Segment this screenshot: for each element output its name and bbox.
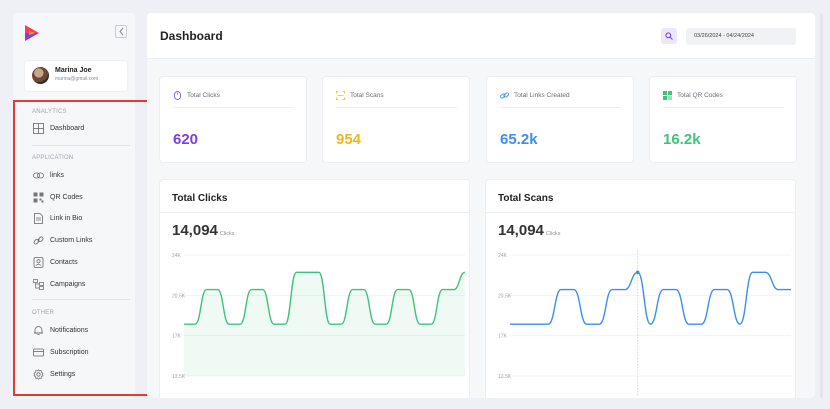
sidebar-item-dashboard[interactable]: Dashboard xyxy=(33,122,84,134)
sidebar-item-label: Subscription xyxy=(50,348,89,356)
chart-card-total-clicks: Total Clicks 14,094 Clicks 24K 20.5K 17K 13.… xyxy=(159,179,470,398)
date-range-picker[interactable]: 03/26/2024 - 04/24/2024 xyxy=(686,28,796,45)
profile-name: Marina Joe xyxy=(55,67,92,74)
y-tick-label: 24K xyxy=(172,253,182,259)
main-content: Dashboard 03/26/2024 - 04/24/2024 Total … xyxy=(147,13,815,398)
y-tick-label: 13.5K xyxy=(498,374,512,380)
section-label-other: OTHER xyxy=(32,310,54,316)
sidebar-item-label: Custom Links xyxy=(50,236,93,244)
avatar xyxy=(32,67,49,84)
divider xyxy=(486,212,795,213)
sidebar-item-campaigns[interactable]: Campaigns xyxy=(33,278,85,290)
divider xyxy=(173,107,294,108)
stat-card-total-links-created: Total Links Created 65.2k xyxy=(486,76,634,163)
divider xyxy=(336,107,457,108)
series-line xyxy=(183,271,466,325)
divider xyxy=(500,107,621,108)
divider xyxy=(160,212,469,213)
series-line xyxy=(509,271,791,325)
sidebar: Marina Joe marina@gmail.com ANALYTICS Da… xyxy=(13,13,135,398)
sidebar-collapse-button[interactable] xyxy=(115,25,127,38)
total-scans-chart[interactable]: 24K 20.5K 17K 13.5K xyxy=(486,250,797,398)
y-tick-label: 24K xyxy=(498,253,508,259)
brand-logo-icon[interactable] xyxy=(25,25,39,41)
chart-title: Total Scans xyxy=(498,193,554,204)
stat-value: 16.2k xyxy=(663,131,701,148)
sidebar-item-subscription[interactable]: Subscription xyxy=(33,346,89,358)
sidebar-item-label: Settings xyxy=(50,370,76,378)
stat-label: Total Links Created xyxy=(514,92,570,99)
sidebar-item-contacts[interactable]: Contacts xyxy=(33,256,78,268)
divider xyxy=(32,299,130,300)
stat-value: 65.2k xyxy=(500,131,538,148)
contact-icon xyxy=(33,256,44,268)
hover-point xyxy=(635,270,640,275)
top-bar: Dashboard 03/26/2024 - 04/24/2024 xyxy=(147,13,815,59)
chart-total-value: 14,094 xyxy=(172,222,218,239)
link-icon xyxy=(33,172,44,178)
chart-total: 14,094 Clicks xyxy=(498,222,561,239)
user-profile-card[interactable]: Marina Joe marina@gmail.com xyxy=(25,61,127,91)
section-label-application: APPLICATION xyxy=(32,155,74,161)
scan-icon xyxy=(336,91,345,100)
sidebar-item-links[interactable]: links xyxy=(33,169,64,181)
sidebar-item-label: Dashboard xyxy=(50,124,85,132)
stat-card-total-scans: Total Scans 954 xyxy=(322,76,470,163)
stat-label: Total QR Codes xyxy=(677,92,723,99)
series-area xyxy=(184,272,465,376)
campaign-icon xyxy=(33,278,44,290)
qr-code-icon xyxy=(663,91,672,100)
chevron-left-icon xyxy=(119,27,124,36)
divider xyxy=(32,145,130,146)
stat-label: Total Clicks xyxy=(187,92,220,99)
grid-icon xyxy=(33,122,44,134)
section-label-analytics: ANALYTICS xyxy=(32,109,67,115)
chart-card-total-scans: Total Scans 14,094 Clicks 24K 20.5K 17K 13.5… xyxy=(485,179,796,398)
chart-total-value: 14,094 xyxy=(498,222,544,239)
stat-value: 954 xyxy=(336,131,362,148)
mouse-icon xyxy=(174,91,181,100)
sidebar-item-notifications[interactable]: Notifications xyxy=(33,324,88,336)
y-tick-label: 17K xyxy=(172,334,182,340)
page-scrollbar[interactable] xyxy=(820,13,823,398)
y-tick-label: 17K xyxy=(498,334,508,340)
stat-card-total-clicks: Total Clicks 620 xyxy=(159,76,307,163)
bell-icon xyxy=(34,325,43,335)
y-tick-label: 20.5K xyxy=(172,293,186,299)
sidebar-item-label: Notifications xyxy=(50,326,89,334)
sidebar-item-label: Contacts xyxy=(50,258,78,266)
sidebar-item-label: QR Codes xyxy=(50,193,83,201)
y-tick-label: 13.5K xyxy=(172,374,186,380)
divider xyxy=(663,107,784,108)
total-clicks-chart[interactable]: 24K 20.5K 17K 13.5K xyxy=(160,250,471,398)
chart-total-unit: Clicks xyxy=(219,231,235,237)
search-icon xyxy=(665,32,673,40)
chain-icon xyxy=(33,236,44,244)
sidebar-item-label: Campaigns xyxy=(50,280,86,288)
stat-value: 620 xyxy=(173,131,199,148)
sidebar-item-label: links xyxy=(50,171,65,179)
stat-card-total-qr-codes: Total QR Codes 16.2k xyxy=(649,76,797,163)
sidebar-item-qr-codes[interactable]: QR Codes xyxy=(33,191,83,203)
card-icon xyxy=(33,348,44,356)
y-tick-label: 20.5K xyxy=(498,293,512,299)
chart-total-unit: Clicks xyxy=(545,231,561,237)
stat-label: Total Scans xyxy=(350,92,384,99)
search-button[interactable] xyxy=(661,28,677,44)
qr-code-icon xyxy=(33,192,44,202)
chart-total: 14,094 Clicks xyxy=(172,222,235,239)
link-icon xyxy=(500,92,509,99)
profile-email: marina@gmail.com xyxy=(55,76,99,82)
chart-title: Total Clicks xyxy=(172,193,228,204)
sidebar-item-label: Link in Bio xyxy=(50,214,83,222)
sidebar-item-settings[interactable]: Settings xyxy=(33,368,75,380)
gear-icon xyxy=(33,368,44,380)
sidebar-item-custom-links[interactable]: Custom Links xyxy=(33,234,92,246)
document-icon xyxy=(34,212,43,224)
page-title: Dashboard xyxy=(160,29,223,43)
sidebar-item-link-in-bio[interactable]: Link in Bio xyxy=(33,212,82,224)
